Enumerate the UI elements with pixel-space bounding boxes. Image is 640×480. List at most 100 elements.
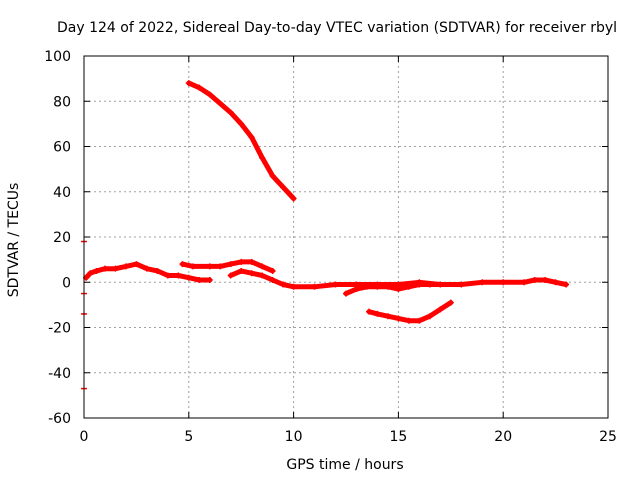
data-point <box>143 265 150 272</box>
data-point <box>437 306 444 313</box>
x-tick-labels: 0 5 10 15 20 25 <box>80 429 617 445</box>
data-point <box>206 276 213 283</box>
data-point <box>374 283 381 290</box>
data-point <box>248 134 255 141</box>
data-point <box>363 283 370 290</box>
x-tick-label: 25 <box>599 429 617 445</box>
data-point <box>395 286 402 293</box>
y-tick-label: -40 <box>48 366 71 382</box>
data-point <box>479 279 486 286</box>
data-point <box>311 283 318 290</box>
data-point <box>374 310 381 317</box>
data-point <box>238 258 245 265</box>
series-arc-main-2 <box>179 258 276 274</box>
x-tick-label: 20 <box>494 429 512 445</box>
data-point <box>405 283 412 290</box>
data-point <box>332 281 339 288</box>
data-point <box>238 267 245 274</box>
data-point <box>133 261 140 268</box>
data-point <box>290 195 297 202</box>
y-axis-label: SDTVAR / TECUs <box>6 182 22 298</box>
data-point <box>196 276 203 283</box>
data-point <box>353 286 360 293</box>
x-tick-label: 15 <box>389 429 407 445</box>
series-arc-high <box>185 80 297 202</box>
y-tick-label: 80 <box>53 94 71 110</box>
x-tick-label: 5 <box>184 429 193 445</box>
y-tick-label: -20 <box>48 321 71 337</box>
data-point <box>217 100 224 107</box>
data-point <box>196 84 203 91</box>
data-point <box>122 263 129 270</box>
data-series <box>81 80 570 390</box>
data-point <box>280 184 287 191</box>
y-tick-label: 20 <box>53 230 71 246</box>
data-point <box>217 263 224 270</box>
data-point <box>227 261 234 268</box>
x-axis-label: GPS time / hours <box>286 457 404 473</box>
data-point <box>93 267 100 274</box>
data-point <box>259 272 266 279</box>
data-point <box>238 120 245 127</box>
data-point <box>269 267 276 274</box>
data-point <box>343 290 349 297</box>
axis-ticks <box>83 55 609 419</box>
grid-lines <box>84 56 608 418</box>
data-point <box>185 274 192 281</box>
series-line <box>366 300 454 324</box>
data-point <box>384 313 391 320</box>
data-point <box>112 265 119 272</box>
series-line <box>343 282 443 297</box>
data-point <box>248 258 255 265</box>
data-point <box>206 91 213 98</box>
data-point <box>426 281 433 288</box>
data-point <box>563 281 570 288</box>
data-point <box>531 276 538 283</box>
data-point <box>189 263 196 270</box>
y-tick-label: 40 <box>53 185 71 201</box>
data-point <box>426 313 433 320</box>
data-point <box>185 80 192 87</box>
data-point <box>259 154 266 161</box>
series-line <box>186 80 297 201</box>
data-point <box>179 261 186 268</box>
series-line <box>180 259 276 274</box>
data-point <box>206 263 213 270</box>
chart-title: Day 124 of 2022, Sidereal Day-to-day VTE… <box>57 20 618 36</box>
data-point <box>405 317 412 324</box>
series-arc-mid <box>343 281 444 297</box>
data-point <box>269 276 276 283</box>
data-point <box>458 281 465 288</box>
data-point <box>395 315 402 322</box>
data-point <box>416 281 423 288</box>
data-point <box>259 263 266 270</box>
data-point <box>248 270 255 277</box>
data-point <box>500 279 507 286</box>
y-tick-label: 0 <box>62 275 71 291</box>
data-point <box>227 272 234 279</box>
data-point <box>269 172 276 179</box>
data-point <box>521 279 528 286</box>
x-tick-label: 10 <box>285 429 303 445</box>
data-point <box>154 267 161 274</box>
data-point <box>87 270 94 277</box>
data-point <box>542 276 549 283</box>
data-point <box>227 109 234 116</box>
y-tick-label: 100 <box>44 49 71 65</box>
y-tick-label: 60 <box>53 140 71 156</box>
data-point <box>552 279 559 286</box>
data-point <box>416 317 423 324</box>
data-point <box>280 281 287 288</box>
data-point <box>164 272 171 279</box>
data-point <box>101 265 108 272</box>
data-point <box>290 283 297 290</box>
x-tick-label: 0 <box>80 429 89 445</box>
data-point <box>447 299 454 306</box>
data-point <box>366 308 373 315</box>
data-point <box>175 272 182 279</box>
series-arc-low <box>366 299 454 324</box>
series-arc-main-1 <box>83 261 213 283</box>
data-point <box>437 281 444 288</box>
y-tick-label: -60 <box>48 411 71 427</box>
